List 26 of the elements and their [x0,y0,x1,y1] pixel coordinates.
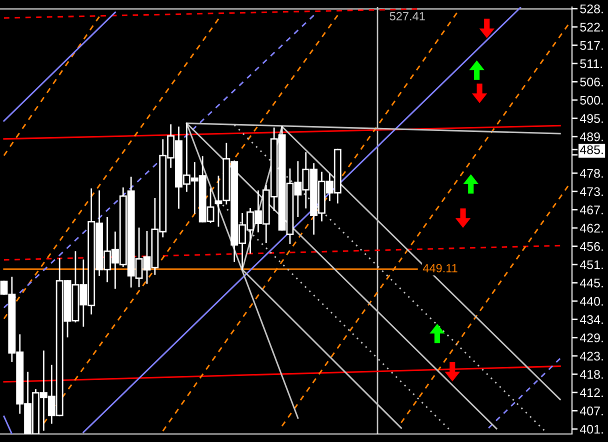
y-tick-label: 407. [580,406,603,416]
y-tick-label: 522. [580,22,603,32]
y-tick-label: 528. [580,4,603,14]
y-tick-label: 434. [580,315,603,324]
y-tick-label: 467. [580,206,603,214]
y-tick-label: 429. [580,333,603,342]
y-tick-label: 456. [580,242,603,251]
y-tick-label: 478. [580,168,603,178]
y-tick-label: 511. [580,59,602,68]
y-tick-label: 462. [580,224,603,233]
y-tick-label: 500. [580,96,603,105]
y-tick-label: 506. [580,78,603,86]
y-tick-label: 418. [580,370,603,379]
y-tick-label: 451. [580,260,603,270]
y-tick-label: 401. [580,424,603,434]
y-tick-label: 495. [580,114,603,123]
y-tick-label: 485. [580,145,603,154]
annotation: 449.11 [422,264,458,272]
y-tick-label: 440. [580,296,603,306]
y-tick-label: 412. [580,388,603,397]
y-tick-label: 423. [580,352,603,361]
y-tick-label: 473. [580,187,603,196]
y-tick-label: 489. [580,132,603,142]
ref-line-label: 527.41 [390,12,425,20]
y-tick-label: 445. [580,278,603,288]
y-tick-label: 517. [580,41,603,50]
